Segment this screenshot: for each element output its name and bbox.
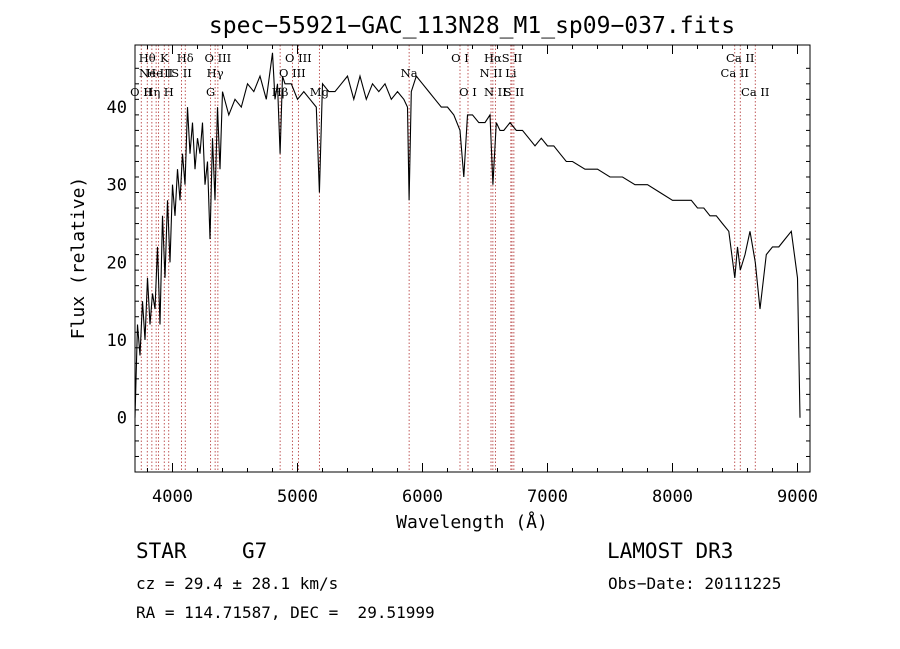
line-label: Hγ bbox=[207, 66, 224, 80]
line-label: S II bbox=[171, 66, 192, 80]
line-label: Hθ bbox=[139, 51, 156, 65]
line-label: Hδ bbox=[177, 51, 194, 65]
line-label: Li bbox=[505, 66, 517, 80]
line-label: Ne III bbox=[139, 66, 173, 80]
line-label: S II bbox=[502, 51, 523, 65]
coordinates-text: RA = 114.71587, DEC = 29.51999 bbox=[136, 603, 435, 622]
x-tick-label: 8000 bbox=[652, 487, 693, 507]
line-label: N II bbox=[480, 66, 503, 80]
line-label: He I bbox=[146, 66, 171, 80]
object-subclass: G7 bbox=[242, 539, 268, 563]
line-label: O III bbox=[205, 51, 232, 65]
line-label: Ca II bbox=[721, 66, 749, 80]
line-label: K bbox=[160, 51, 169, 65]
x-axis: 4000 5000 6000 7000 8000 9000 bbox=[147, 45, 818, 507]
line-label: Mg bbox=[310, 85, 330, 99]
line-label: O II bbox=[130, 85, 152, 99]
y-tick-label: 20 bbox=[107, 253, 127, 273]
line-label: H bbox=[164, 85, 174, 99]
line-markers bbox=[140, 45, 756, 472]
y-tick-label: 0 bbox=[117, 409, 127, 429]
y-axis: 0 10 20 30 40 bbox=[107, 67, 810, 457]
plot-frame bbox=[134, 44, 811, 473]
line-label: O III bbox=[285, 51, 312, 65]
x-tick-label: 6000 bbox=[402, 487, 443, 507]
observation-date: Obs−Date: 20111225 bbox=[608, 574, 782, 593]
x-tick-label: 9000 bbox=[777, 487, 818, 507]
chart-title: spec−55921−GAC_113N28_M1_sp09−037.fits bbox=[209, 13, 735, 39]
line-label: Na bbox=[401, 66, 418, 80]
line-label: O I bbox=[451, 51, 469, 65]
line-label: Hα bbox=[484, 51, 502, 65]
line-label: G bbox=[206, 85, 215, 99]
line-label: Ca II bbox=[726, 51, 754, 65]
line-label: S II bbox=[504, 85, 525, 99]
x-axis-label: Wavelength (Å) bbox=[396, 511, 548, 533]
spectrum-line bbox=[134, 52, 801, 418]
redshift-text: cz = 29.4 ± 28.1 km/s bbox=[136, 574, 339, 593]
y-axis-label: Flux (relative) bbox=[68, 177, 89, 340]
x-tick-label: 4000 bbox=[152, 487, 193, 507]
y-tick-label: 40 bbox=[107, 98, 127, 118]
line-label: N II bbox=[484, 85, 507, 99]
survey-label: LAMOST DR3 bbox=[607, 539, 734, 563]
object-class: STAR bbox=[136, 539, 187, 563]
line-label: O I bbox=[459, 85, 477, 99]
x-tick-label: 7000 bbox=[527, 487, 568, 507]
line-label: Hη bbox=[143, 85, 160, 99]
y-tick-label: 10 bbox=[107, 331, 127, 351]
y-tick-label: 30 bbox=[107, 176, 127, 196]
line-label: Ca II bbox=[741, 85, 769, 99]
line-label: O III bbox=[279, 66, 306, 80]
x-tick-label: 5000 bbox=[277, 487, 318, 507]
